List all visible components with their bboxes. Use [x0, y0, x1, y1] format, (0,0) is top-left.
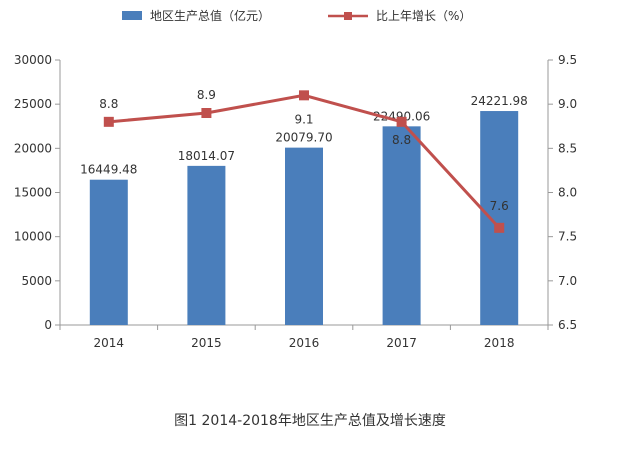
x-tick-label: 2017 [386, 336, 417, 350]
bar-value-label: 22490.06 [373, 109, 430, 123]
right-axis-ticks: 6.5 7.0 7.5 8.0 8.5 9.0 9.5 [548, 53, 577, 332]
line-point [396, 116, 407, 127]
line-value-label: 8.8 [99, 97, 118, 111]
bar-value-label: 20079.70 [275, 131, 332, 145]
bar [285, 147, 323, 325]
line-point [201, 108, 212, 118]
bar-value-label: 16449.48 [80, 163, 137, 177]
right-tick-label: 7.5 [558, 230, 577, 244]
right-tick-label: 9.5 [558, 53, 577, 67]
right-tick-label: 8.5 [558, 141, 577, 155]
line-series [103, 90, 505, 233]
bar [382, 126, 421, 326]
legend-line-label: 比上年增长（%） [376, 9, 471, 23]
bar-value-label: 18014.07 [178, 149, 235, 163]
left-tick-label: 30000 [14, 53, 52, 67]
left-axis-ticks: 0 5000 10000 15000 20000 25000 30000 [14, 53, 60, 332]
line-value-label: 8.9 [197, 88, 216, 102]
line-value-label: 8.8 [392, 133, 411, 147]
bar-series [89, 111, 519, 326]
x-tick-label: 2015 [191, 336, 222, 350]
x-tick-label: 2018 [484, 336, 515, 350]
left-tick-label: 5000 [21, 274, 52, 288]
right-tick-label: 7.0 [558, 274, 577, 288]
left-tick-label: 10000 [14, 230, 52, 244]
line-value-label: 9.1 [294, 112, 313, 126]
line-point [103, 116, 114, 127]
legend-line-marker [344, 12, 352, 20]
bar-value-labels: 16449.48 18014.07 20079.70 22490.06 24221.98 [80, 94, 528, 177]
legend-bar-swatch [122, 11, 142, 20]
line-value-labels: 8.8 8.9 9.1 8.8 7.6 [99, 88, 508, 213]
x-tick-label: 2016 [289, 336, 320, 350]
right-tick-label: 9.0 [558, 97, 577, 111]
left-tick-label: 25000 [14, 97, 52, 111]
line-point [494, 222, 505, 233]
right-tick-label: 6.5 [558, 318, 577, 332]
bar [187, 165, 226, 325]
line-point [299, 90, 309, 101]
x-tick-label: 2014 [94, 336, 125, 350]
bar-value-label: 24221.98 [471, 94, 528, 108]
bar [89, 179, 128, 325]
left-tick-label: 15000 [14, 186, 52, 200]
left-tick-label: 20000 [14, 141, 52, 155]
legend-bar-label: 地区生产总值（亿元） [150, 8, 270, 23]
line-value-label: 7.6 [490, 199, 509, 213]
right-tick-label: 8.0 [558, 186, 577, 200]
x-axis-ticks: 2014 2015 2016 2017 2018 [59, 325, 549, 350]
chart-caption: 图1 2014-2018年地区生产总值及增长速度 [174, 413, 446, 429]
bar [480, 111, 519, 325]
left-tick-label: 0 [44, 318, 52, 332]
legend: 地区生产总值（亿元） 比上年增长（%） [122, 8, 471, 23]
